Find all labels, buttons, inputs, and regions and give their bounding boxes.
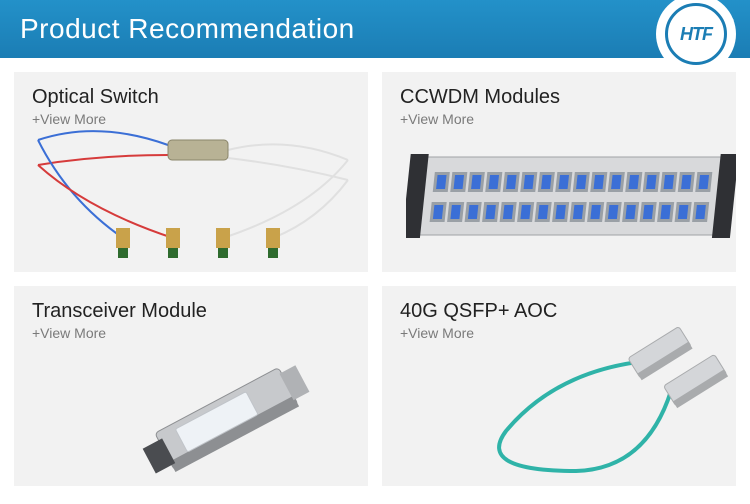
view-more-link[interactable]: +View More — [32, 325, 106, 341]
card-title: CCWDM Modules — [400, 86, 718, 109]
card-title: Optical Switch — [32, 86, 350, 109]
card-title: Transceiver Module — [32, 300, 350, 323]
ccwdm-image — [406, 142, 736, 272]
view-more-link[interactable]: +View More — [400, 325, 474, 341]
view-more-link[interactable]: +View More — [400, 111, 474, 127]
product-card-optical-switch: Optical Switch +View More — [14, 72, 368, 272]
logo-badge: HTF — [665, 3, 727, 65]
aoc-image — [436, 321, 736, 486]
product-card-transceiver: Transceiver Module +View More — [14, 286, 368, 486]
transceiver-image — [118, 358, 328, 486]
header-bar: Product Recommendation HTF — [0, 0, 750, 58]
header-title: Product Recommendation — [20, 13, 355, 45]
view-more-link[interactable]: +View More — [32, 111, 106, 127]
optical-switch-image — [28, 110, 358, 265]
product-card-aoc: 40G QSFP+ AOC +View More — [382, 286, 736, 486]
product-card-ccwdm: CCWDM Modules +View More — [382, 72, 736, 272]
logo-text: HTF — [680, 24, 712, 45]
product-grid: Optical Switch +View More CCWDM Modules … — [0, 58, 750, 500]
card-title: 40G QSFP+ AOC — [400, 300, 718, 323]
